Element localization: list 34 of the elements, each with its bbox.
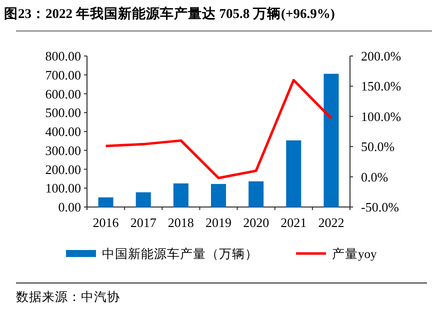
- y2-tick-label: -50.0%: [361, 200, 400, 214]
- x-tick-label: 2017: [130, 215, 157, 230]
- bar: [210, 184, 226, 207]
- legend-label: 中国新能源车产量（万辆）: [102, 247, 258, 261]
- y2-tick-label: 200.0%: [361, 48, 402, 64]
- y-tick-label: 700.00: [45, 67, 81, 82]
- y-tick-label: 200.00: [45, 162, 81, 177]
- bar: [286, 140, 302, 207]
- bar: [324, 74, 339, 207]
- y2-tick-label: 100.0%: [361, 108, 402, 124]
- chart-title: 图23：2022 年我国新能源车产量达 705.8 万辆(+96.9%): [4, 5, 335, 21]
- x-tick-label: 2018: [168, 215, 194, 230]
- line-series: [104, 78, 332, 180]
- bar: [173, 183, 188, 207]
- x-tick-label: 2020: [243, 215, 270, 230]
- legend-label: 产量yoy: [332, 247, 378, 261]
- bar: [98, 197, 114, 207]
- y2-tick-label: 150.0%: [361, 78, 402, 94]
- y-tick-label: 0.00: [58, 200, 81, 214]
- y-tick-label: 500.00: [45, 105, 81, 120]
- y2-tick-label: 50.0%: [361, 139, 395, 154]
- x-tick-label: 2016: [92, 215, 120, 230]
- y-tick-label: 800.00: [45, 48, 81, 64]
- y-tick-label: 100.00: [45, 180, 81, 196]
- x-tick-label: 2022: [318, 215, 344, 230]
- y-tick-label: 300.00: [45, 142, 81, 158]
- bar: [136, 192, 151, 207]
- x-tick-label: 2021: [280, 215, 307, 230]
- bar: [248, 181, 264, 207]
- y-tick-label: 600.00: [45, 86, 81, 102]
- y-tick-label: 400.00: [45, 124, 81, 139]
- source-note: 数据来源：中汽协: [16, 290, 120, 304]
- y2-tick-label: 0.0%: [361, 169, 388, 184]
- x-tick-label: 2019: [206, 215, 232, 230]
